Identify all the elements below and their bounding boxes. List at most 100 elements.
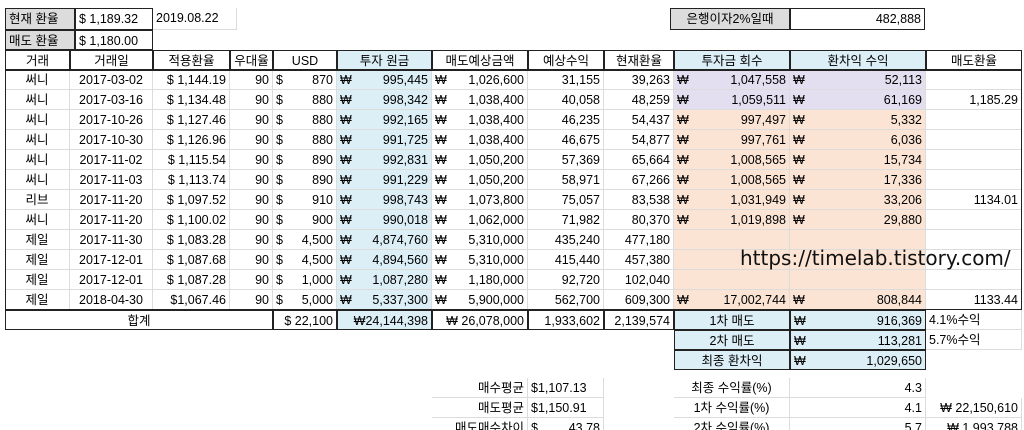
buy-average-value[interactable]: $1,107.13 [528,378,604,398]
sell-rate-cell[interactable]: 1,185.29 [926,90,1022,110]
fx-profit-cell[interactable] [790,250,926,270]
recovery-cell[interactable]: ₩1,008,565 [674,170,790,190]
recovery-cell[interactable] [674,230,790,250]
recovery-cell[interactable]: ₩997,761 [674,130,790,150]
principal-cell[interactable]: ₩5,337,300 [337,290,432,310]
type-cell[interactable]: 써니 [5,70,70,90]
fx-profit-cell[interactable]: ₩61,169 [790,90,926,110]
current-value-cell[interactable]: 477,180 [604,230,674,250]
expected-sale-cell[interactable]: ₩1,038,400 [432,90,528,110]
usd-cell[interactable]: $1,000 [273,270,337,290]
date-cell[interactable]: 2017-11-03 [70,170,153,190]
expected-sale-cell[interactable]: ₩1,050,200 [432,170,528,190]
expected-sale-cell[interactable]: ₩1,038,400 [432,130,528,150]
date-cell[interactable]: 2017-12-01 [70,270,153,290]
usd-cell[interactable]: $870 [273,70,337,90]
totals-usd[interactable]: $ 22,100 [273,310,337,330]
pref-cell[interactable]: 90 [230,70,273,90]
recovery-cell[interactable]: ₩1,031,949 [674,190,790,210]
expected-profit-cell[interactable]: 71,982 [528,210,604,230]
current-value-cell[interactable]: 54,437 [604,110,674,130]
type-cell[interactable]: 리브 [5,190,70,210]
current-value-cell[interactable]: 102,040 [604,270,674,290]
usd-cell[interactable]: $880 [273,90,337,110]
expected-profit-cell[interactable]: 58,971 [528,170,604,190]
rate-cell[interactable]: $ 1,100.02 [153,210,230,230]
sale1-label[interactable]: 1차 매도 [674,310,790,330]
expected-sale-cell[interactable]: ₩5,310,000 [432,250,528,270]
date-cell[interactable]: 2017-11-20 [70,190,153,210]
date-cell[interactable]: 2017-10-30 [70,130,153,150]
column-header[interactable]: 투자 원금 [337,50,432,70]
fx-profit-cell[interactable] [790,230,926,250]
current-value-cell[interactable]: 48,259 [604,90,674,110]
date-cell[interactable]: 2017-11-02 [70,150,153,170]
fx-profit-cell[interactable]: ₩52,113 [790,70,926,90]
type-cell[interactable]: 써니 [5,90,70,110]
pref-cell[interactable]: 90 [230,90,273,110]
pref-cell[interactable]: 90 [230,230,273,250]
date-cell[interactable]: 2017-03-02 [70,70,153,90]
column-header[interactable]: 적용환율 [153,50,230,70]
expected-profit-cell[interactable]: 31,155 [528,70,604,90]
principal-cell[interactable]: ₩4,874,760 [337,230,432,250]
current-value-cell[interactable]: 39,263 [604,70,674,90]
type-cell[interactable]: 제일 [5,250,70,270]
principal-cell[interactable]: ₩998,743 [337,190,432,210]
column-header[interactable]: 투자금 회수 [674,50,790,70]
date-cell[interactable]: 2017-03-16 [70,90,153,110]
sell-rate-label[interactable]: 매도 환율 [5,30,75,50]
fx-profit-cell[interactable]: ₩17,336 [790,170,926,190]
expected-sale-cell[interactable]: ₩1,050,200 [432,150,528,170]
sell-rate-cell[interactable]: 1133.44 [926,290,1022,310]
yield1-amount[interactable]: ₩ 22,150,610 [926,398,1022,418]
sell-average-value[interactable]: $1,150.91 [528,398,604,418]
rate-cell[interactable]: $ 1,134.48 [153,90,230,110]
pref-cell[interactable]: 90 [230,130,273,150]
expected-profit-cell[interactable]: 92,720 [528,270,604,290]
type-cell[interactable]: 써니 [5,210,70,230]
fx-profit-cell[interactable]: ₩6,036 [790,130,926,150]
fx-profit-cell[interactable]: ₩33,206 [790,190,926,210]
fx-profit-cell[interactable]: ₩15,734 [790,150,926,170]
date-cell[interactable]: 2017-11-20 [70,210,153,230]
pref-cell[interactable]: 90 [230,290,273,310]
type-cell[interactable]: 제일 [5,230,70,250]
sell-rate-cell[interactable]: 1134.01 [926,190,1022,210]
bank-interest-value[interactable]: 482,888 [790,8,925,30]
recovery-cell[interactable]: ₩1,008,565 [674,150,790,170]
expected-sale-cell[interactable]: ₩5,900,000 [432,290,528,310]
usd-cell[interactable]: $880 [273,110,337,130]
rate-cell[interactable]: $ 1,087.28 [153,270,230,290]
recovery-cell[interactable]: ₩997,497 [674,110,790,130]
pref-cell[interactable]: 90 [230,170,273,190]
column-header[interactable]: 매도예상금액 [432,50,528,70]
usd-cell[interactable]: $4,500 [273,230,337,250]
fx-profit-cell[interactable]: ₩5,332 [790,110,926,130]
expected-profit-cell[interactable]: 435,240 [528,230,604,250]
rate-cell[interactable]: $ 1,144.19 [153,70,230,90]
rate-cell[interactable]: $ 1,127.46 [153,110,230,130]
sale2-label[interactable]: 2차 매도 [674,330,790,350]
current-rate-value[interactable]: $ 1,189.32 [75,8,153,30]
fx-profit-cell[interactable]: ₩29,880 [790,210,926,230]
sell-rate-cell[interactable] [926,70,1022,90]
pref-cell[interactable]: 90 [230,210,273,230]
pref-cell[interactable]: 90 [230,250,273,270]
expected-profit-cell[interactable]: 75,057 [528,190,604,210]
sell-rate-cell[interactable] [926,210,1022,230]
current-rate-label[interactable]: 현재 환율 [5,8,75,30]
rate-cell[interactable]: $ 1,126.96 [153,130,230,150]
sell-rate-cell[interactable] [926,150,1022,170]
usd-cell[interactable]: $4,500 [273,250,337,270]
recovery-cell[interactable] [674,270,790,290]
expected-sale-cell[interactable]: ₩1,026,600 [432,70,528,90]
principal-cell[interactable]: ₩998,342 [337,90,432,110]
current-date[interactable]: 2019.08.22 [153,8,237,30]
column-header[interactable]: 예상수익 [528,50,604,70]
principal-cell[interactable]: ₩992,831 [337,150,432,170]
sell-rate-value[interactable]: $ 1,180.00 [75,30,153,50]
column-header[interactable]: 매도환율 [926,50,1022,70]
usd-cell[interactable]: $890 [273,150,337,170]
yield1-value[interactable]: 4.1 [790,398,926,418]
